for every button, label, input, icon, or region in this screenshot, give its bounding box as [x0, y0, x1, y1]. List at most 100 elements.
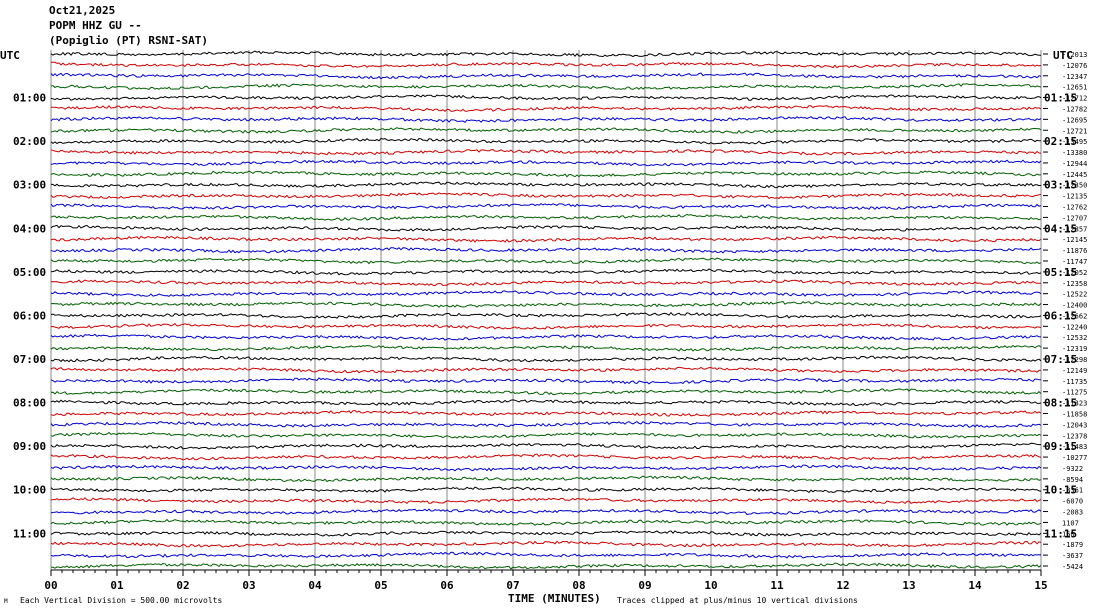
- right-hour-label: 05:15: [1044, 266, 1077, 279]
- trace-19: [50, 257, 1042, 265]
- trace-16: [50, 224, 1042, 232]
- trace-9: [50, 148, 1042, 156]
- x-tick-label: 03: [242, 579, 255, 592]
- trace-offset-label: -12712: [1062, 95, 1087, 103]
- trace-30: [50, 377, 1041, 385]
- x-tick-label: 08: [572, 579, 585, 592]
- x-tick-label: 13: [902, 579, 915, 592]
- trace-offset-label: -12445: [1062, 171, 1087, 179]
- trace-offset-label: -12857: [1062, 225, 1087, 233]
- trace-29: [50, 366, 1042, 374]
- trace-offset-label: -11323: [1062, 400, 1087, 408]
- trace-offset-label: -12782: [1062, 106, 1087, 114]
- left-hour-label: 10:00: [13, 484, 46, 497]
- trace-offset-label: 150: [1062, 530, 1075, 538]
- trace-34: [50, 420, 1042, 428]
- trace-offset-label: -13380: [1062, 149, 1087, 157]
- x-tick-label: 09: [638, 579, 651, 592]
- trace-26: [50, 333, 1042, 341]
- trace-5: [51, 105, 1042, 112]
- trace-offset-label: -12347: [1062, 73, 1087, 81]
- trace-offset-label: -3637: [1062, 552, 1083, 560]
- right-hour-label: 02:15: [1044, 135, 1077, 148]
- left-hour-label: 11:00: [13, 527, 46, 540]
- trace-offset-label: -11483: [1062, 443, 1087, 451]
- right-hour-label: 11:15: [1044, 527, 1077, 540]
- header-date: Oct21,2025: [49, 4, 116, 17]
- left-hour-label: 04:00: [13, 222, 46, 235]
- trace-43: [50, 518, 1042, 526]
- scale-note: Each Vertical Division = 500.00 microvol…: [20, 596, 223, 605]
- trace-offset-label: -12522: [1062, 291, 1087, 299]
- trace-40: [50, 486, 1042, 494]
- trace-offset-label: -13495: [1062, 138, 1087, 146]
- x-tick-label: 11: [770, 579, 784, 592]
- x-tick-label: 01: [110, 579, 124, 592]
- left-hour-label: 07:00: [13, 353, 46, 366]
- trace-36: [50, 442, 1041, 450]
- trace-14: [50, 203, 1042, 210]
- trace-21: [50, 279, 1041, 287]
- x-tick-label: 06: [440, 579, 454, 592]
- trace-0: [50, 50, 1041, 58]
- left-hour-label: 06:00: [13, 309, 46, 322]
- clip-note: Traces clipped at plus/minus 10 vertical…: [617, 596, 858, 605]
- trace-22: [50, 290, 1042, 297]
- trace-6: [50, 116, 1042, 123]
- trace-offset-label: -12240: [1062, 323, 1087, 331]
- trace-18: [50, 247, 1042, 254]
- x-tick-label: 04: [308, 579, 322, 592]
- left-hour-label: 08:00: [13, 397, 46, 410]
- trace-44: [50, 530, 1042, 537]
- trace-47: [50, 562, 1042, 570]
- trace-offset-label: -12145: [1062, 236, 1087, 244]
- right-hour-label: 06:15: [1044, 309, 1077, 322]
- x-tick-label: 12: [836, 579, 849, 592]
- trace-offset-label: -11275: [1062, 389, 1087, 397]
- trace-offset-label: 1107: [1062, 519, 1079, 527]
- trace-25: [50, 322, 1042, 330]
- trace-12: [50, 181, 1042, 189]
- trace-1: [51, 61, 1042, 69]
- trace-offset-label: -12135: [1062, 193, 1087, 201]
- trace-offset-label: -12013: [1062, 51, 1087, 59]
- trace-37: [50, 453, 1042, 461]
- trace-4: [50, 94, 1042, 101]
- trace-offset-label: -12707: [1062, 214, 1087, 222]
- trace-offset-label: -12358: [1062, 280, 1087, 288]
- trace-24: [50, 311, 1042, 319]
- trace-39: [50, 475, 1042, 483]
- right-hour-label: 04:15: [1044, 222, 1077, 235]
- trace-offset-label: -8361: [1062, 487, 1083, 495]
- trace-33: [50, 409, 1042, 417]
- left-hour-label: 02:00: [13, 135, 46, 148]
- trace-offset-label: -12400: [1062, 302, 1087, 310]
- trace-offset-label: -12319: [1062, 345, 1087, 353]
- trace-41: [50, 497, 1042, 505]
- trace-offset-label: -12532: [1062, 334, 1087, 342]
- trace-offset-label: -12721: [1062, 127, 1087, 135]
- left-hour-label: 09:00: [13, 440, 46, 453]
- trace-31: [50, 388, 1042, 396]
- trace-27: [50, 344, 1042, 352]
- trace-17: [50, 235, 1042, 243]
- trace-8: [50, 137, 1042, 145]
- trace-offset-label: -1879: [1062, 541, 1083, 549]
- trace-7: [50, 127, 1042, 134]
- x-tick-label: 10: [704, 579, 717, 592]
- right-hour-label: 08:15: [1044, 397, 1077, 410]
- trace-offset-label: -12052: [1062, 269, 1087, 277]
- trace-offset-label: -12378: [1062, 432, 1087, 440]
- right-hour-label: 01:15: [1044, 92, 1077, 105]
- trace-45: [50, 540, 1042, 548]
- trace-offset-label: -11876: [1062, 247, 1087, 255]
- trace-offset-label: -12350: [1062, 182, 1087, 190]
- trace-offset-label: -12043: [1062, 421, 1087, 429]
- right-hour-label: 10:15: [1044, 484, 1077, 497]
- trace-23: [50, 301, 1042, 308]
- trace-offset-label: -12695: [1062, 116, 1087, 124]
- trace-3: [50, 83, 1042, 90]
- x-tick-label: 15: [1034, 579, 1047, 592]
- trace-offset-label: -6070: [1062, 498, 1083, 506]
- trace-46: [50, 551, 1042, 559]
